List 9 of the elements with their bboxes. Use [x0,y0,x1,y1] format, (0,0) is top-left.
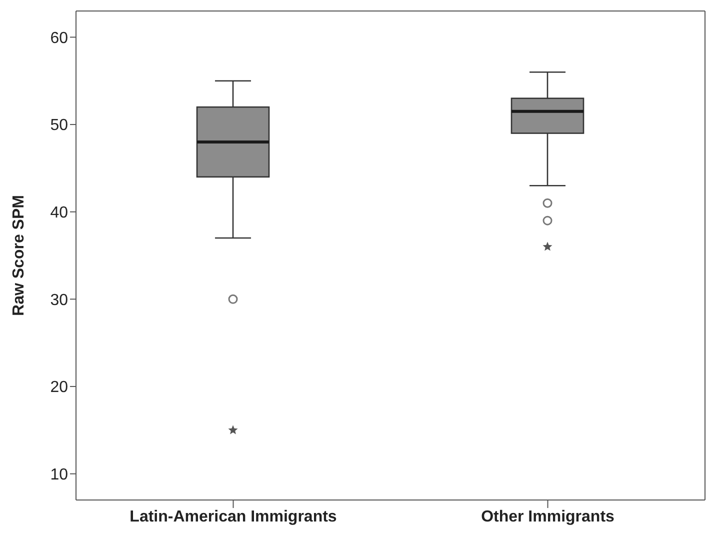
x-tick-label: Other Immigrants [481,508,615,526]
y-axis-title: Raw Score SPM [10,195,28,316]
y-tick-label: 40 [50,204,68,222]
y-tick-label: 50 [50,117,68,134]
y-tick-label: 20 [50,379,68,396]
y-tick-label: 10 [50,466,68,484]
y-tick-label: 60 [50,30,68,47]
x-tick-label: Latin-American Immigrants [130,508,337,526]
y-tick-label: 30 [50,292,68,309]
